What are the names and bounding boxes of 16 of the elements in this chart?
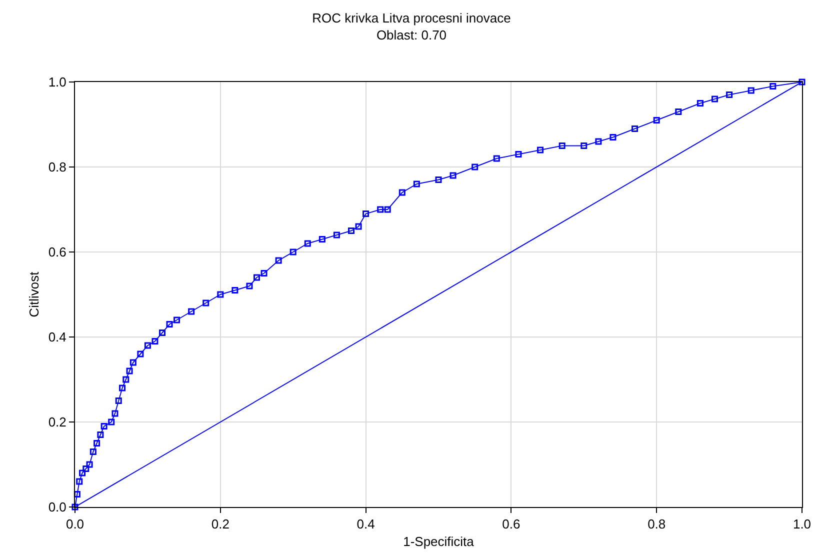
- x-axis-title: 1-Specificita: [403, 534, 475, 550]
- y-axis-title: Citlivost: [26, 271, 42, 318]
- y-tick-label: 0.0: [48, 500, 66, 515]
- chart-title: ROC krivka Litva procesni inovace: [312, 10, 511, 26]
- y-tick-label: 0.2: [48, 414, 66, 430]
- x-tick-label: 0.6: [502, 516, 520, 532]
- x-tick-label: 0.4: [356, 516, 375, 532]
- y-tick-label: 0.6: [48, 244, 66, 260]
- x-tick-label: 0.2: [211, 516, 230, 532]
- y-tick-label: 1.0: [48, 74, 66, 90]
- y-tick-label: 0.4: [48, 330, 66, 345]
- y-tick-label: 0.8: [48, 160, 66, 175]
- x-tick-label: 1.0: [792, 516, 812, 532]
- x-tick-label: 0.0: [66, 516, 84, 532]
- chart-subtitle: Oblast: 0.70: [376, 27, 447, 42]
- x-tick-label: 0.8: [648, 516, 666, 532]
